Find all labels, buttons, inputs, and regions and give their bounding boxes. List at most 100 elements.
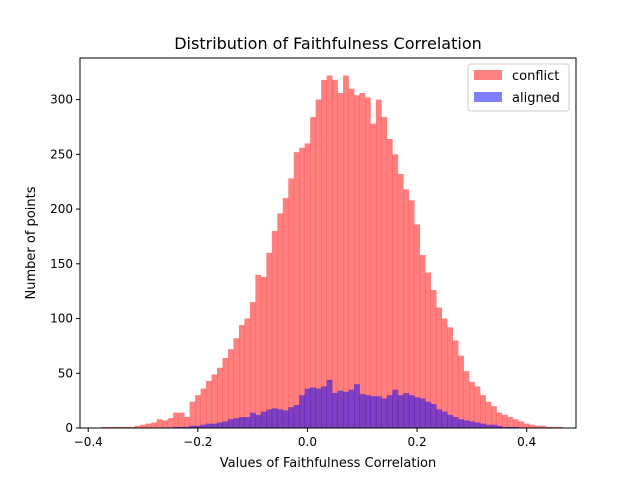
bar-aligned-21: [217, 422, 223, 428]
bar-conflict-57: [414, 224, 421, 428]
x-axis-label: Values of Faithfulness Correlation: [220, 456, 437, 471]
bar-conflict-75: [512, 419, 519, 428]
bar-conflict-50: [375, 99, 382, 428]
x-tick-label: −0.2: [183, 435, 212, 449]
bar-conflict-48: [364, 97, 371, 428]
bar-conflict-14: [178, 412, 185, 428]
bar-aligned-73: [502, 426, 508, 428]
bar-conflict-5: [129, 426, 136, 428]
bar-aligned-64: [452, 417, 459, 428]
bar-conflict-30: [266, 252, 273, 428]
bar-aligned-31: [271, 408, 278, 428]
bar-conflict-58: [419, 255, 426, 428]
bar-conflict-66: [463, 371, 470, 428]
bar-conflict-73: [502, 414, 508, 428]
bar-aligned-19: [206, 423, 212, 428]
bar-conflict-29: [260, 276, 267, 428]
bar-aligned-32: [277, 409, 284, 428]
bar-aligned-67: [469, 421, 475, 428]
bar-conflict-6: [134, 425, 141, 428]
bar-aligned-56: [408, 395, 415, 428]
bar-conflict-54: [397, 174, 404, 428]
bar-aligned-20: [211, 423, 218, 428]
bar-conflict-24: [233, 338, 240, 428]
chart-title: Distribution of Faithfulness Correlation: [174, 34, 482, 53]
bar-aligned-38: [310, 387, 316, 428]
bar-conflict-81: [545, 426, 552, 428]
bar-aligned-58: [419, 398, 426, 428]
bar-aligned-52: [386, 395, 393, 428]
bar-conflict-43: [337, 93, 344, 428]
y-axis-ticks: 0 50 100 150 200 250 300: [50, 93, 80, 435]
bar-conflict-25: [238, 325, 245, 428]
bar-conflict-32: [277, 213, 284, 428]
y-tick-label: 0: [65, 421, 73, 435]
bar-conflict-71: [491, 406, 497, 428]
bar-aligned-59: [425, 401, 432, 428]
bar-conflict-31: [271, 230, 278, 428]
bar-aligned-75: [512, 426, 519, 428]
bar-conflict-17: [195, 395, 201, 428]
bar-aligned-71: [491, 424, 497, 428]
bar-aligned-55: [403, 392, 410, 428]
bar-conflict-51: [381, 117, 388, 429]
bar-conflict-22: [222, 357, 229, 428]
bar-aligned-45: [348, 389, 355, 428]
bar-aligned-30: [266, 409, 273, 428]
bar-conflict-44: [343, 75, 349, 428]
bar-aligned-22: [222, 421, 229, 428]
x-axis-ticks: −0.4 −0.2 0.0 0.2 0.4: [74, 428, 536, 449]
bar-aligned-43: [337, 390, 344, 428]
bar-aligned-62: [441, 411, 448, 428]
bar-conflict-13: [173, 412, 179, 428]
legend-swatch-aligned: [474, 92, 502, 102]
bar-aligned-51: [381, 398, 388, 428]
y-tick-label: 50: [58, 366, 73, 380]
bar-aligned-54: [397, 395, 404, 428]
bar-aligned-69: [480, 423, 486, 428]
bar-conflict-9: [151, 422, 158, 428]
series-aligned: [173, 379, 519, 428]
bar-conflict-42: [332, 79, 338, 428]
bar-aligned-49: [370, 396, 377, 428]
y-tick-label: 100: [50, 312, 73, 326]
bar-conflict-41: [326, 75, 333, 428]
legend-label-conflict: conflict: [512, 69, 559, 84]
bar-conflict-27: [249, 302, 256, 428]
bar-conflict-72: [496, 412, 503, 428]
bar-conflict-67: [469, 382, 475, 428]
bar-conflict-82: [551, 426, 558, 428]
bar-conflict-20: [211, 374, 218, 428]
x-tick-label: −0.4: [74, 435, 103, 449]
y-tick-label: 150: [50, 257, 73, 271]
bar-aligned-48: [364, 395, 371, 428]
bar-conflict-37: [304, 143, 311, 428]
bar-aligned-24: [233, 418, 240, 428]
bar-aligned-34: [288, 407, 295, 428]
bar-conflict-70: [485, 401, 492, 428]
bar-conflict-7: [140, 424, 147, 428]
bar-conflict-26: [244, 318, 251, 428]
bar-conflict-55: [403, 189, 410, 428]
bar-conflict-61: [436, 307, 443, 428]
y-axis-label: Number of points: [24, 186, 39, 299]
bar-aligned-28: [255, 414, 262, 428]
bar-conflict-83: [556, 426, 563, 428]
bar-aligned-16: [189, 425, 196, 428]
bar-aligned-35: [293, 405, 300, 428]
bar-conflict-76: [518, 421, 525, 428]
bar-conflict-23: [227, 349, 234, 428]
bar-aligned-18: [200, 424, 207, 428]
bar-conflict-65: [458, 355, 464, 428]
bar-conflict-59: [425, 272, 432, 428]
bar-conflict-15: [184, 417, 190, 428]
bar-conflict-38: [310, 117, 316, 429]
bar-conflict-62: [441, 318, 448, 428]
bar-conflict-69: [480, 395, 486, 428]
y-tick-label: 200: [50, 202, 73, 216]
bar-conflict-46: [354, 95, 360, 428]
x-tick-label: 0.0: [298, 435, 317, 449]
legend: conflict aligned: [467, 63, 570, 112]
bar-conflict-64: [452, 340, 459, 428]
bar-aligned-41: [326, 379, 333, 428]
